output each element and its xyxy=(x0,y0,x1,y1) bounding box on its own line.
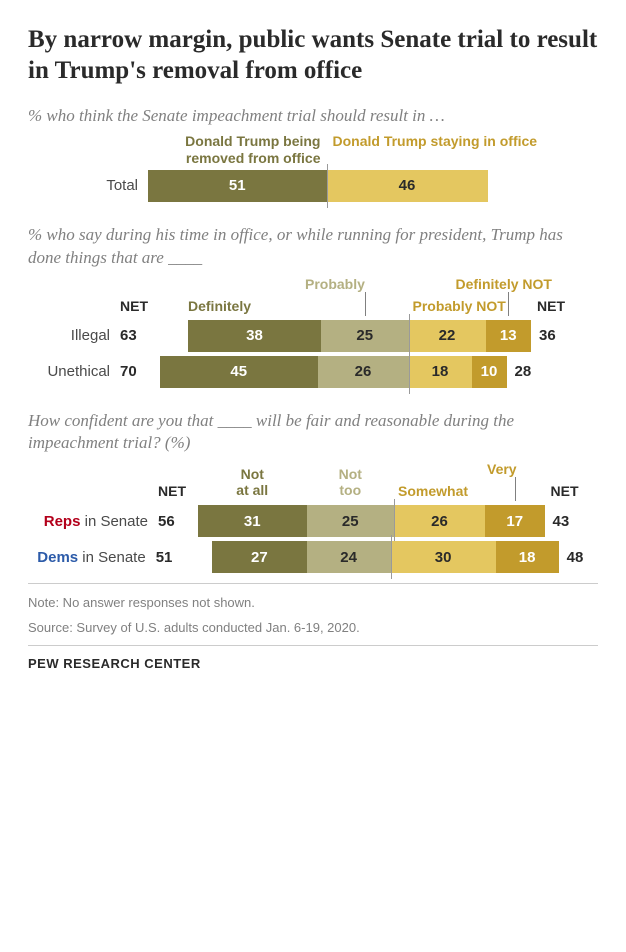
subtitle-2: % who say during his time in office, or … xyxy=(28,224,598,270)
center-divider xyxy=(391,535,392,579)
center-divider xyxy=(327,164,328,208)
subtitle-3: How confident are you that ____ will be … xyxy=(28,410,598,456)
pointer-definitely-not xyxy=(508,292,509,316)
chart-row-unethical: Unethical704526181028 xyxy=(28,356,598,388)
divider xyxy=(28,583,598,584)
row-label: Unethical xyxy=(28,363,120,380)
seg-somewhat: 26 xyxy=(394,505,485,537)
center-divider xyxy=(409,350,410,394)
net-right: 36 xyxy=(531,327,571,344)
net-header-left: NET xyxy=(158,483,198,499)
bar: 38252213 xyxy=(188,320,531,352)
section2-rows: Illegal63 3825221336 Unethical704526181028 xyxy=(28,320,598,388)
bar: 27243018 xyxy=(212,541,559,573)
seg-very: 17 xyxy=(485,505,545,537)
seg-not-too: 25 xyxy=(307,505,395,537)
section-removal: % who think the Senate impeachment trial… xyxy=(28,105,598,202)
pointer-probably xyxy=(365,292,366,316)
seg-probably: 26 xyxy=(318,356,409,388)
divider-2 xyxy=(28,645,598,646)
seg-not-at-all: 27 xyxy=(212,541,307,573)
seg-definitely: 45 xyxy=(160,356,318,388)
net-right: 43 xyxy=(545,513,585,530)
seg-definitely-not: 13 xyxy=(486,320,532,352)
seg-not-at-all: 31 xyxy=(198,505,307,537)
bar: 45261810 xyxy=(160,356,507,388)
net-left: 70 xyxy=(120,363,160,380)
net-right: 28 xyxy=(507,363,547,380)
net-header-right: NET xyxy=(551,483,579,499)
seg-not-too: 24 xyxy=(307,541,391,573)
pointer-very xyxy=(515,477,516,501)
label-probably: Probably xyxy=(305,276,365,292)
footnote: Note: No answer responses not shown. xyxy=(28,594,598,612)
legend-removed: Donald Trump being removed from office xyxy=(148,133,327,165)
bar-total: 5146 xyxy=(148,170,488,202)
label-not-at-all: Notat all xyxy=(198,467,307,498)
label-very: Very xyxy=(487,461,517,477)
section2-header: NET Definitely Probably Probably NOT Definit… xyxy=(28,276,598,320)
seg-very: 18 xyxy=(496,541,559,573)
label-probably-not: Probably NOT xyxy=(413,298,506,314)
seg-staying: 46 xyxy=(327,170,488,202)
chart-row-reps: Reps in Senate563125261743 xyxy=(28,505,598,537)
label-definitely: Definitely xyxy=(188,298,251,314)
net-left: 51 xyxy=(156,549,195,566)
page-title: By narrow margin, public wants Senate tr… xyxy=(28,24,598,87)
row-label: Reps in Senate xyxy=(28,513,158,530)
label-not-too: Nottoo xyxy=(307,467,395,498)
row-label: Illegal xyxy=(28,327,120,344)
net-header-left: NET xyxy=(120,298,160,314)
seg-probably-not: 18 xyxy=(409,356,472,388)
legend-row-1: Donald Trump being removed from officeDo… xyxy=(28,133,598,165)
row-label: Dems in Senate xyxy=(28,549,156,566)
bar: 31252617 xyxy=(198,505,545,537)
net-header-right: NET xyxy=(537,298,565,314)
net-left: 63 xyxy=(120,327,160,344)
row-label-total: Total xyxy=(28,177,148,194)
chart-row-dems: Dems in Senate51 2724301848 xyxy=(28,541,598,573)
source: Source: Survey of U.S. adults conducted … xyxy=(28,619,598,637)
section-confidence: How confident are you that ____ will be … xyxy=(28,410,598,574)
brand: PEW RESEARCH CENTER xyxy=(28,656,598,671)
label-definitely-not: Definitely NOT xyxy=(456,276,552,292)
seg-removed: 51 xyxy=(148,170,327,202)
chart-row-illegal: Illegal63 3825221336 xyxy=(28,320,598,352)
section-illegal-unethical: % who say during his time in office, or … xyxy=(28,224,598,388)
net-right: 48 xyxy=(559,549,598,566)
label-somewhat: Somewhat xyxy=(398,483,468,499)
seg-definitely-not: 10 xyxy=(472,356,507,388)
net-left: 56 xyxy=(158,513,198,530)
legend-staying: Donald Trump staying in office xyxy=(327,133,548,165)
seg-definitely: 38 xyxy=(188,320,321,352)
section3-header: NETNotat allNottooSomewhatVeryNET xyxy=(28,461,598,505)
section3-rows: Reps in Senate563125261743 Dems in Senate… xyxy=(28,505,598,573)
seg-somewhat: 30 xyxy=(391,541,496,573)
chart-row-total: Total5146 xyxy=(28,170,598,202)
subtitle-1: % who think the Senate impeachment trial… xyxy=(28,105,598,128)
center-divider xyxy=(394,499,395,543)
seg-probably-not: 22 xyxy=(409,320,486,352)
seg-probably: 25 xyxy=(321,320,409,352)
